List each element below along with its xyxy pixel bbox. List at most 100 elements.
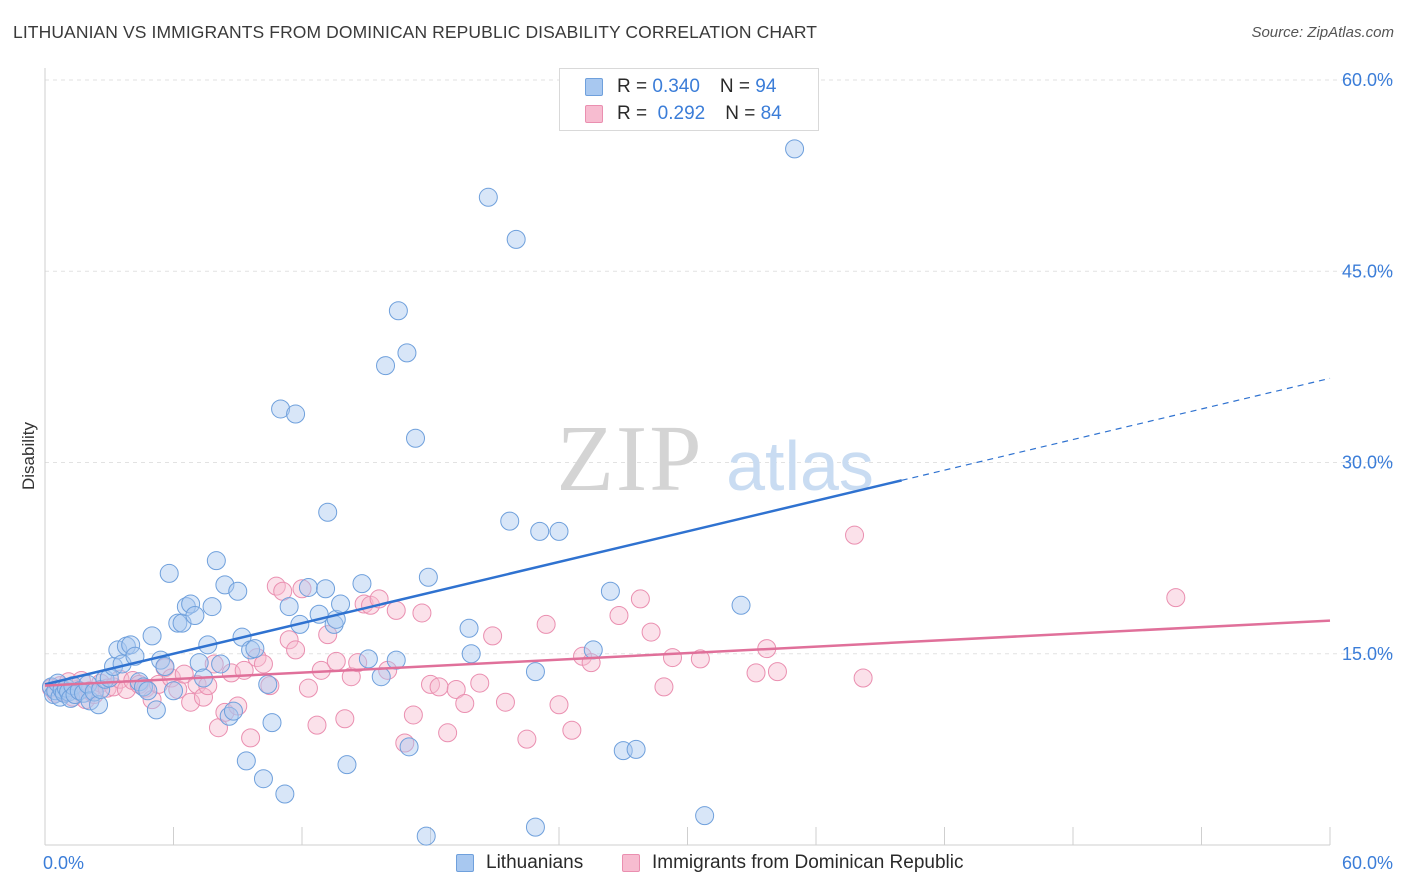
data-point-dominican: [193, 687, 213, 707]
data-point-dominican: [562, 720, 582, 740]
y-axis-label: Disability: [19, 421, 38, 490]
data-point-dominican: [298, 678, 318, 698]
data-point-lithuanian: [461, 644, 481, 664]
data-point-lithuanian: [142, 626, 162, 646]
data-point-dominican: [654, 677, 674, 697]
data-point-dominican: [455, 693, 475, 713]
data-point-lithuanian: [168, 613, 188, 633]
data-point-dominican: [767, 662, 787, 682]
legend-swatch-blue: [585, 78, 603, 96]
data-point-dominican: [483, 626, 503, 646]
data-point-lithuanian: [549, 521, 569, 541]
data-point-dominican: [318, 625, 338, 645]
data-point-lithuanian: [146, 700, 166, 720]
data-point-lithuanian: [600, 581, 620, 601]
data-point-lithuanian: [279, 597, 299, 617]
data-point-lithuanian: [583, 640, 603, 660]
data-point-dominican: [663, 648, 683, 668]
data-point-dominican: [335, 709, 355, 729]
data-point-lithuanian: [418, 567, 438, 587]
data-point-lithuanian: [89, 695, 109, 715]
data-point-dominican: [630, 589, 650, 609]
data-point-dominican: [690, 649, 710, 669]
data-point-lithuanian: [286, 404, 306, 424]
data-point-lithuanian: [159, 563, 179, 583]
data-point-dominican: [429, 677, 449, 697]
y-tick-label: 30.0%: [1342, 453, 1393, 473]
gridlines: [45, 79, 1395, 655]
data-point-lithuanian: [262, 713, 282, 733]
trend-line-lithuanian: [44, 479, 902, 686]
data-point-dominican: [1166, 588, 1186, 608]
data-point-dominican: [403, 705, 423, 725]
x-tick-label: 60.0%: [1342, 853, 1393, 873]
trend-lines: [44, 377, 1331, 687]
data-point-lithuanian: [371, 667, 391, 687]
data-point-lithuanian: [416, 826, 436, 846]
data-point-lithuanian: [478, 187, 498, 207]
data-point-lithuanian: [223, 701, 243, 721]
legend-n-value: 84: [760, 103, 782, 124]
legend-r-label: R =: [617, 103, 653, 124]
legend-r-label: R =: [617, 76, 653, 97]
data-point-dominican: [241, 728, 261, 748]
correlation-legend: R = 0.340 N = 94 R = 0.292 N = 84: [559, 68, 819, 131]
data-point-lithuanian: [376, 356, 396, 376]
data-point-dominican: [517, 729, 537, 749]
data-point-dominican: [307, 715, 327, 735]
bottom-legend-label: Immigrants from Dominican Republic: [652, 852, 964, 873]
data-point-dominican: [341, 667, 361, 687]
data-point-lithuanian: [525, 817, 545, 837]
data-point-dominican: [253, 654, 273, 674]
data-point-lithuanian: [211, 654, 231, 674]
source-label: Source: ZipAtlas.com: [1251, 24, 1394, 41]
data-point-lithuanian: [399, 737, 419, 757]
data-point-lithuanian: [506, 229, 526, 249]
data-point-lithuanian: [271, 399, 291, 419]
data-point-dominican: [609, 606, 629, 625]
data-point-lithuanian: [388, 301, 408, 321]
data-point-lithuanian: [397, 343, 417, 363]
data-point-dominican: [470, 673, 490, 693]
data-point-lithuanian: [236, 751, 256, 771]
data-point-dominican: [292, 579, 312, 599]
data-point-dominican: [204, 654, 224, 674]
legend-r-value: 0.292: [652, 103, 706, 124]
data-point-dominican: [181, 692, 201, 712]
bottom-legend-label: Lithuanians: [486, 852, 584, 873]
axes: [44, 68, 1331, 846]
chart-title: LITHUANIAN VS IMMIGRANTS FROM DOMINICAN …: [13, 22, 818, 42]
data-point-lithuanian: [316, 579, 336, 599]
data-point-lithuanian: [500, 511, 520, 531]
data-point-dominican: [412, 603, 432, 623]
legend-n-label: N =: [719, 76, 756, 97]
data-point-lithuanian: [185, 606, 205, 625]
bottom-legend-lithuanians: Lithuanians: [456, 852, 583, 874]
data-point-lithuanian: [352, 574, 372, 594]
data-point-dominican: [386, 600, 406, 620]
data-point-lithuanian: [406, 428, 426, 448]
legend-swatch-pink: [585, 105, 603, 123]
data-point-lithuanian: [189, 653, 209, 673]
bottom-legend-dominican: Immigrants from Dominican Republic: [622, 852, 964, 874]
data-point-dominican: [845, 525, 865, 545]
data-point-lithuanian: [386, 650, 406, 670]
data-point-dominican: [348, 653, 368, 673]
data-point-lithuanian: [138, 681, 158, 701]
y-tick-label: 60.0%: [1342, 70, 1393, 90]
watermark: ZIP atlas: [557, 407, 874, 511]
data-point-lithuanian: [228, 581, 248, 601]
data-point-lithuanian: [785, 139, 805, 159]
bottom-legend-swatch-pink: [622, 854, 640, 872]
data-point-dominican: [446, 679, 466, 699]
watermark-zip: ZIP: [557, 407, 704, 511]
data-point-lithuanian: [245, 639, 265, 659]
data-point-dominican: [549, 695, 569, 715]
data-point-lithuanian: [121, 635, 141, 655]
data-point-lithuanian: [164, 681, 183, 701]
data-point-lithuanian: [318, 502, 338, 522]
legend-r-value: 0.340: [652, 76, 700, 97]
legend-n-value: 94: [755, 76, 777, 97]
data-point-lithuanian: [202, 597, 222, 617]
